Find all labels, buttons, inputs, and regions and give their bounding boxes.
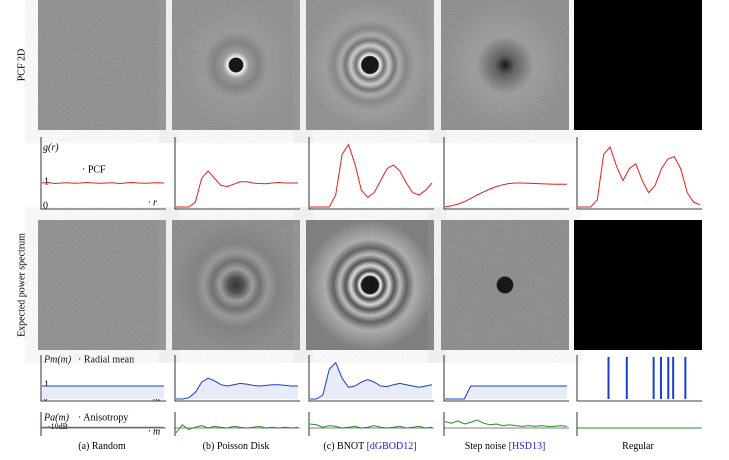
pcf-curve <box>578 146 701 208</box>
pcf-curve <box>310 143 433 208</box>
axis <box>174 137 300 210</box>
image-noise <box>38 220 166 350</box>
image-noise <box>306 220 434 350</box>
axis-label: · r <box>148 197 157 208</box>
radial-curve <box>176 377 298 400</box>
axis-label: Pa(m) <box>43 412 70 423</box>
image-noise <box>441 0 569 130</box>
aniso-curve <box>309 423 433 429</box>
axis <box>40 355 166 402</box>
image-noise <box>441 220 569 350</box>
image-noise <box>38 0 166 130</box>
legend-entry: · PCF <box>82 164 106 175</box>
caption: Step noise [HSD13] <box>465 441 546 452</box>
caption-text: (a) Random <box>78 441 126 452</box>
axis <box>308 137 434 210</box>
row-label: PCF 2D <box>16 49 27 82</box>
axis <box>443 355 569 402</box>
pcf-curve <box>176 170 298 208</box>
axis <box>308 355 434 402</box>
image-noise <box>306 0 434 130</box>
pcf-curve <box>41 181 165 185</box>
aniso-curve <box>175 424 299 434</box>
radial-curve-area <box>176 378 298 399</box>
caption-text: Regular <box>622 441 654 452</box>
axis <box>174 355 300 402</box>
tick-label: -10dB <box>48 422 68 431</box>
caption-text: (b) Poisson Disk <box>203 441 270 452</box>
caption: (a) Random <box>78 441 126 452</box>
caption: Regular <box>622 441 654 452</box>
legend-entry: · Radial mean <box>78 354 134 365</box>
citation: [dGBOD12] <box>367 441 417 452</box>
axis <box>576 137 702 210</box>
aniso-curve <box>444 419 568 427</box>
caption-text: Step noise <box>465 441 509 452</box>
image <box>574 220 702 350</box>
radial-curve <box>445 385 567 400</box>
radial-curve <box>310 361 433 400</box>
caption-text: (c) BNOT <box>323 441 366 452</box>
citation: [HSD13] <box>509 441 546 452</box>
axis <box>40 137 166 210</box>
tick-label: 1 <box>44 379 49 390</box>
radial-curve-area <box>310 362 432 399</box>
axis <box>576 355 702 402</box>
image <box>574 0 702 130</box>
row-label: Expected power spectrum <box>16 233 27 337</box>
axis-label: · m <box>148 426 160 437</box>
pcf-curve <box>444 182 567 208</box>
tick-label: 0 <box>43 200 48 211</box>
caption: (b) Poisson Disk <box>203 441 270 452</box>
axis-label: Pm(m) <box>43 354 72 365</box>
axis <box>443 137 569 210</box>
image-noise <box>172 0 300 130</box>
tick-label: 1 <box>44 176 49 187</box>
radial-curve-area <box>42 386 164 399</box>
caption: (c) BNOT [dGBOD12] <box>323 441 416 452</box>
axis-label: g(r) <box>43 142 59 153</box>
image-noise <box>172 220 300 350</box>
radial-curve-area <box>445 386 567 399</box>
legend-entry: · Anisotropy <box>78 412 128 423</box>
